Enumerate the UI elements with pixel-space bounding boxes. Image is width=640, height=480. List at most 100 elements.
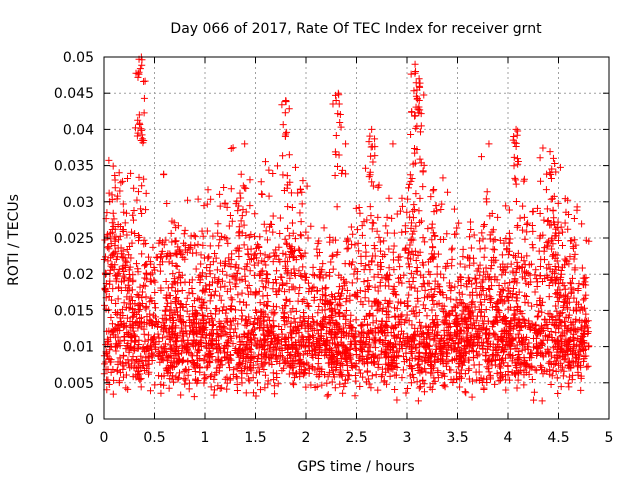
- data-point: [322, 296, 330, 304]
- data-point: [504, 294, 512, 302]
- data-point: [181, 278, 189, 286]
- data-point: [334, 163, 342, 171]
- data-point: [498, 251, 506, 259]
- data-point: [452, 333, 460, 341]
- data-point: [240, 298, 248, 306]
- data-point: [114, 269, 122, 277]
- data-point: [304, 361, 312, 369]
- data-point: [529, 227, 537, 235]
- data-point: [549, 367, 557, 375]
- data-point: [407, 236, 415, 244]
- data-point: [356, 382, 364, 390]
- data-point: [119, 200, 127, 208]
- data-point: [444, 357, 452, 365]
- data-point: [511, 370, 519, 378]
- data-point: [507, 337, 515, 345]
- data-point: [517, 323, 525, 331]
- data-point: [213, 345, 221, 353]
- data-point: [101, 360, 109, 368]
- data-point: [509, 352, 517, 360]
- data-point: [264, 380, 272, 388]
- data-point: [339, 389, 347, 397]
- data-point: [304, 279, 312, 287]
- data-point: [136, 65, 144, 73]
- data-point: [176, 247, 184, 255]
- data-point: [539, 353, 547, 361]
- data-point: [557, 223, 565, 231]
- data-point: [158, 372, 166, 380]
- data-point: [360, 218, 368, 226]
- data-point: [333, 348, 341, 356]
- data-point: [142, 293, 150, 301]
- data-point: [226, 212, 234, 220]
- data-point: [195, 327, 203, 335]
- data-point: [554, 237, 562, 245]
- data-point: [166, 341, 174, 349]
- data-point: [184, 196, 192, 204]
- data-point: [419, 234, 427, 242]
- data-point: [224, 239, 232, 247]
- data-point: [163, 357, 171, 365]
- data-point: [363, 321, 371, 329]
- data-point: [514, 155, 522, 163]
- data-point: [327, 355, 335, 363]
- data-point: [378, 328, 386, 336]
- data-point: [127, 169, 135, 177]
- data-point: [510, 311, 518, 319]
- data-point: [198, 301, 206, 309]
- x-tick-label: 4.5: [547, 430, 569, 446]
- data-point: [342, 278, 350, 286]
- data-point: [210, 391, 218, 399]
- data-point: [455, 363, 463, 371]
- data-point: [342, 140, 350, 148]
- data-point: [485, 140, 493, 148]
- data-point: [451, 345, 459, 353]
- data-point: [332, 344, 340, 352]
- data-point: [202, 285, 210, 293]
- data-point: [422, 334, 430, 342]
- data-point: [411, 69, 419, 77]
- x-tick-label: 1: [201, 430, 210, 446]
- data-point: [508, 293, 516, 301]
- data-point: [137, 125, 145, 133]
- data-point: [270, 382, 278, 390]
- data-point: [189, 303, 197, 311]
- data-point: [131, 230, 139, 238]
- data-point: [320, 314, 328, 322]
- data-point: [269, 350, 277, 358]
- data-point: [370, 334, 378, 342]
- data-point: [197, 342, 205, 350]
- data-point: [560, 292, 568, 300]
- data-point: [536, 272, 544, 280]
- data-point: [149, 311, 157, 319]
- data-point: [261, 371, 269, 379]
- data-point: [308, 332, 316, 340]
- data-point: [358, 231, 366, 239]
- data-point: [235, 361, 243, 369]
- data-point: [103, 209, 111, 217]
- data-point: [407, 362, 415, 370]
- data-point: [452, 348, 460, 356]
- data-point: [551, 262, 559, 270]
- data-point: [159, 348, 167, 356]
- data-point: [420, 294, 428, 302]
- data-point: [172, 324, 180, 332]
- data-point: [219, 267, 227, 275]
- data-point: [307, 222, 315, 230]
- data-point: [535, 328, 543, 336]
- data-point: [178, 271, 186, 279]
- data-point: [452, 320, 460, 328]
- data-point: [511, 139, 519, 147]
- data-point: [172, 347, 180, 355]
- data-point: [168, 284, 176, 292]
- data-point: [400, 353, 408, 361]
- data-point: [143, 270, 151, 278]
- data-point: [440, 302, 448, 310]
- data-point: [243, 284, 251, 292]
- data-point: [522, 279, 530, 287]
- axis-ticks: 0 0.5 1 1.5 2 2.5 3 3.5 4 4.5 500.0050.010.0150.02…: [54, 50, 614, 446]
- data-point: [319, 260, 327, 268]
- data-point: [468, 334, 476, 342]
- data-point: [410, 307, 418, 315]
- data-point: [416, 194, 424, 202]
